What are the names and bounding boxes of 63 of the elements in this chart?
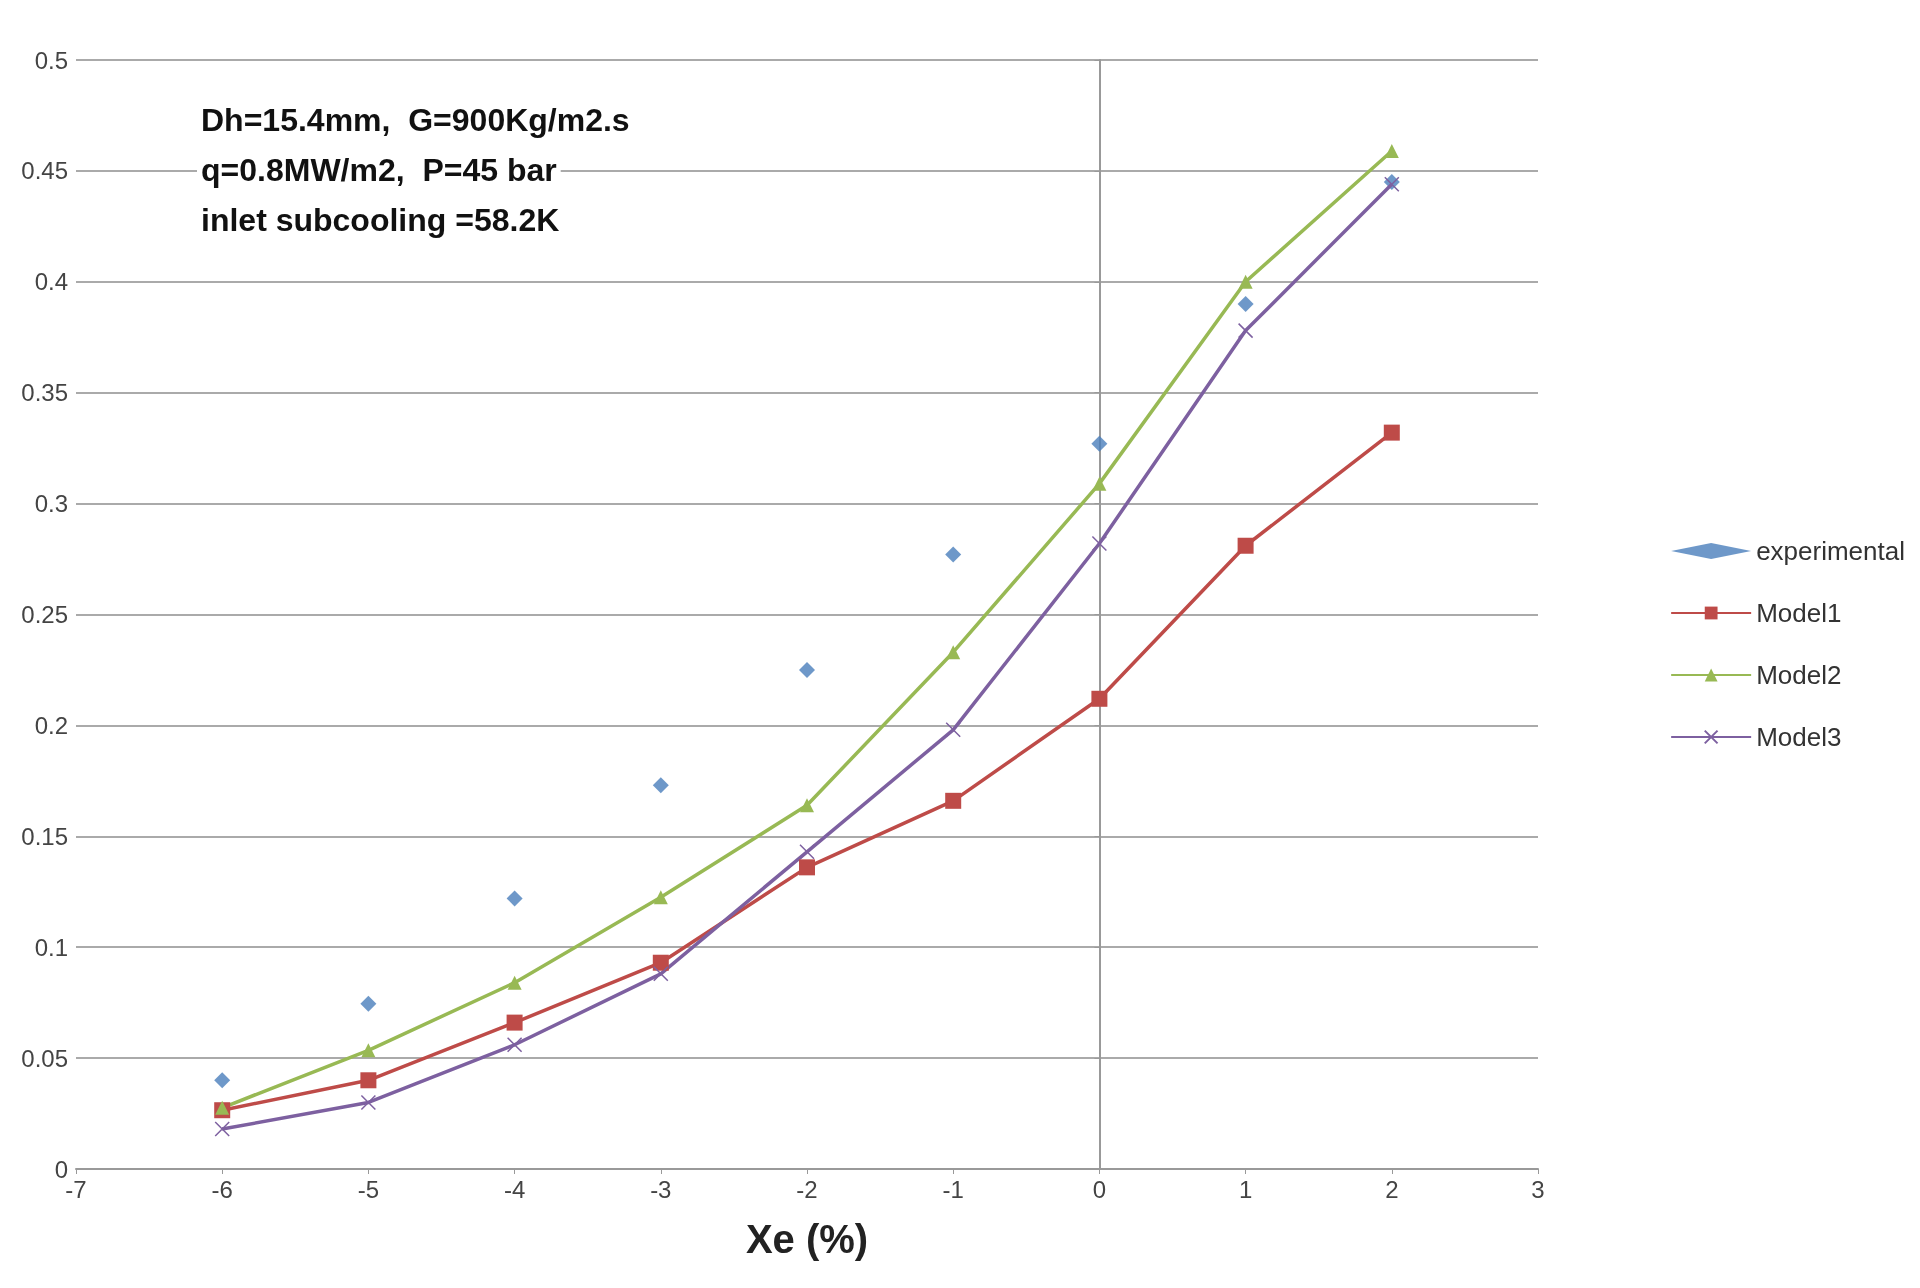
- point: [652, 777, 669, 794]
- x-tick-label: 1: [1238, 1175, 1253, 1203]
- x-tick-label: 0: [1092, 1175, 1107, 1203]
- legend-label: experimental: [1756, 536, 1906, 566]
- legend-label: Model2: [1756, 660, 1842, 690]
- point: [1384, 143, 1399, 158]
- point: [800, 798, 814, 813]
- y-tick-label: 0.35: [21, 379, 68, 407]
- point: [1237, 295, 1254, 312]
- x-axis-title: Xe (%): [745, 1217, 869, 1261]
- x-tick-label: -6: [211, 1175, 233, 1203]
- x-tick-label: -1: [942, 1175, 964, 1203]
- point: [799, 844, 815, 860]
- point: [799, 661, 815, 678]
- point: [653, 890, 668, 905]
- y-tick-label: 0.15: [21, 822, 68, 850]
- point: [214, 1121, 230, 1137]
- y-tick-label: 0.45: [21, 157, 68, 185]
- point: [1238, 274, 1253, 289]
- y-tick-label: 0.5: [34, 46, 68, 74]
- y-tick-label: 0: [54, 1155, 68, 1183]
- point: [653, 966, 669, 982]
- x-tick-label: 2: [1385, 1175, 1399, 1203]
- x-tick-label: -5: [357, 1175, 380, 1203]
- x-tick-label: 3: [1531, 1175, 1545, 1203]
- point: [506, 890, 523, 907]
- annotation: q=0.8MW/m2, P=45 bar: [201, 152, 557, 188]
- annotation: inlet subcooling =58.2K: [201, 202, 560, 238]
- point: [506, 1014, 523, 1031]
- x-tick-label: -2: [796, 1175, 818, 1203]
- y-tick-label: 0.4: [34, 268, 68, 296]
- point: [507, 975, 522, 990]
- point: [1091, 690, 1108, 707]
- point: [652, 954, 669, 971]
- point: [360, 1072, 377, 1089]
- point: [214, 1072, 231, 1089]
- y-tick-label: 0.1: [34, 933, 68, 961]
- x-tick-label: -7: [65, 1175, 87, 1203]
- point: [1091, 435, 1108, 452]
- point: [361, 1043, 376, 1058]
- y-tick-label: 0.3: [34, 490, 68, 518]
- point: [360, 995, 377, 1012]
- point: [945, 792, 962, 809]
- point: [945, 546, 962, 563]
- point: [1091, 535, 1108, 552]
- y-tick-label: 0.05: [21, 1044, 68, 1072]
- point: [945, 722, 961, 738]
- legend-label: Model3: [1756, 722, 1842, 752]
- point: [799, 859, 815, 876]
- point: [946, 645, 961, 660]
- legend-label: Model1: [1756, 598, 1842, 628]
- point: [1237, 537, 1254, 554]
- point: [506, 1037, 523, 1053]
- x-tick-label: -4: [503, 1175, 526, 1203]
- y-tick-label: 0.25: [21, 601, 68, 628]
- point: [1092, 476, 1107, 491]
- y-tick-label: 0.2: [34, 711, 68, 739]
- point: [215, 1100, 230, 1115]
- point: [360, 1094, 377, 1111]
- point: [1237, 322, 1254, 339]
- annotation: Dh=15.4mm, G=900Kg/m2.s: [201, 102, 630, 138]
- x-tick-label: -3: [650, 1175, 672, 1203]
- point: [1383, 424, 1400, 441]
